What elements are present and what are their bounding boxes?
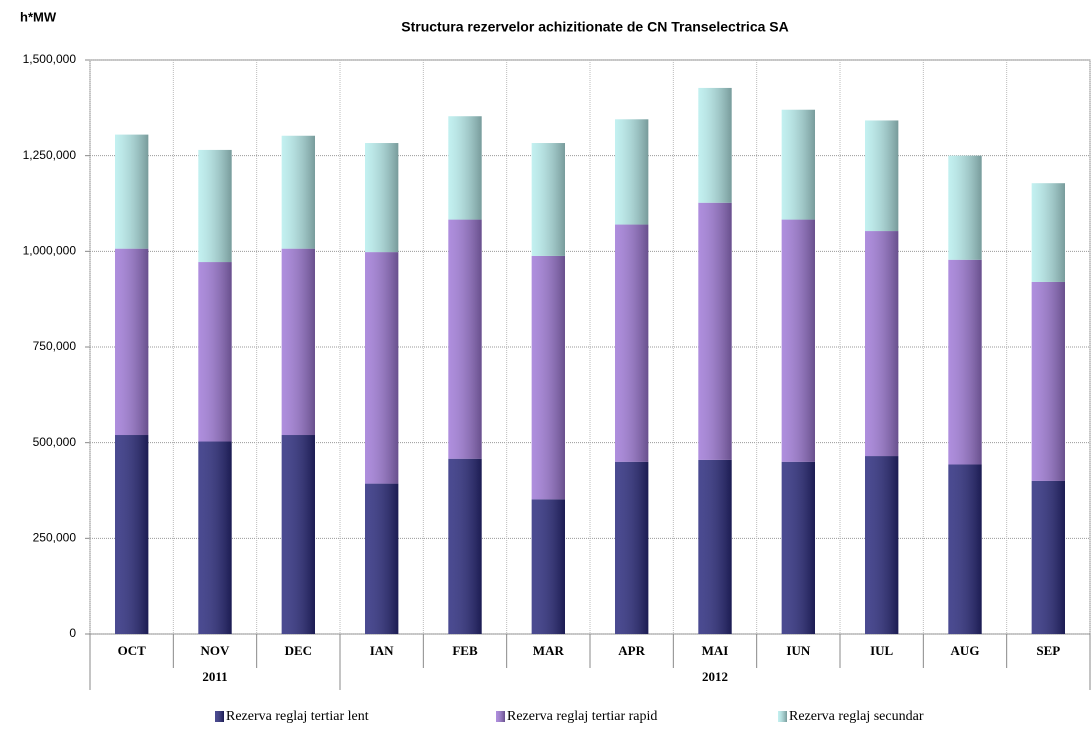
legend-label: Rezerva reglaj secundar [789, 709, 924, 724]
y-tick-label: 750,000 [33, 339, 77, 353]
bar-shade [1031, 281, 1065, 481]
bar-shade [865, 456, 899, 634]
bar-shade [948, 155, 982, 260]
bar-shade [115, 134, 149, 249]
x-tick-label: SEP [1036, 643, 1060, 658]
bar-shade [948, 259, 982, 465]
bar-shade [365, 483, 399, 634]
x-tick-label: NOV [201, 643, 231, 658]
x-tick-label: MAR [533, 643, 565, 658]
bar-shade [781, 109, 815, 220]
bar-shade [281, 135, 315, 249]
bar-shade [531, 499, 565, 634]
bar-shade [115, 248, 149, 436]
bar-shade [615, 224, 649, 462]
bar-shade [865, 231, 899, 457]
bar-shade [281, 248, 315, 436]
y-tick-label: 1,250,000 [23, 148, 77, 162]
bar-shade [948, 464, 982, 634]
x-tick-label: AUG [951, 643, 980, 658]
x-tick-label: APR [618, 643, 645, 658]
x-tick-label: MAI [702, 643, 729, 658]
y-tick-label: 1,500,000 [23, 52, 77, 66]
bar-shade [365, 143, 399, 253]
x-tick-label: DEC [285, 643, 312, 658]
legend-swatch-shade [778, 711, 787, 722]
bar-shade [781, 219, 815, 462]
chart-title: Structura rezervelor achizitionate de CN… [401, 19, 788, 35]
bar-shade [865, 120, 899, 232]
bar-shade [448, 219, 482, 459]
y-tick-label: 500,000 [33, 435, 77, 449]
bar-shade [531, 143, 565, 256]
x-tick-label: IUL [870, 643, 893, 658]
x-tick-label: FEB [452, 643, 478, 658]
x-tick-label: IUN [786, 643, 810, 658]
bar-shade [698, 202, 732, 460]
legend-swatch-shade [496, 711, 505, 722]
bar-shade [198, 262, 232, 442]
y-tick-label: 250,000 [33, 531, 77, 545]
bar-shade [365, 252, 399, 484]
bar-shade [698, 87, 732, 203]
bar-shade [615, 461, 649, 634]
bar-shade [198, 149, 232, 263]
bar-shade [1031, 183, 1065, 282]
legend-label: Rezerva reglaj tertiar lent [226, 709, 369, 724]
bar-shade [698, 459, 732, 634]
x-tick-label: IAN [370, 643, 394, 658]
y-tick-label: 0 [69, 626, 76, 640]
bar-shade [781, 461, 815, 634]
legend-swatch-shade [215, 711, 224, 722]
y-tick-label: 1,000,000 [23, 244, 77, 258]
group-label: 2011 [202, 669, 227, 684]
bar-shade [115, 435, 149, 634]
bar-shade [531, 255, 565, 500]
y-axis-label: h*MW [20, 9, 57, 24]
legend-label: Rezerva reglaj tertiar rapid [507, 709, 657, 724]
bar-shade [448, 116, 482, 220]
bar-shade [615, 119, 649, 225]
bar-shade [281, 435, 315, 634]
bar-shade [198, 441, 232, 634]
x-tick-label: OCT [118, 643, 147, 658]
group-label: 2012 [702, 669, 728, 684]
bar-shade [448, 458, 482, 634]
bar-shade [1031, 480, 1065, 634]
